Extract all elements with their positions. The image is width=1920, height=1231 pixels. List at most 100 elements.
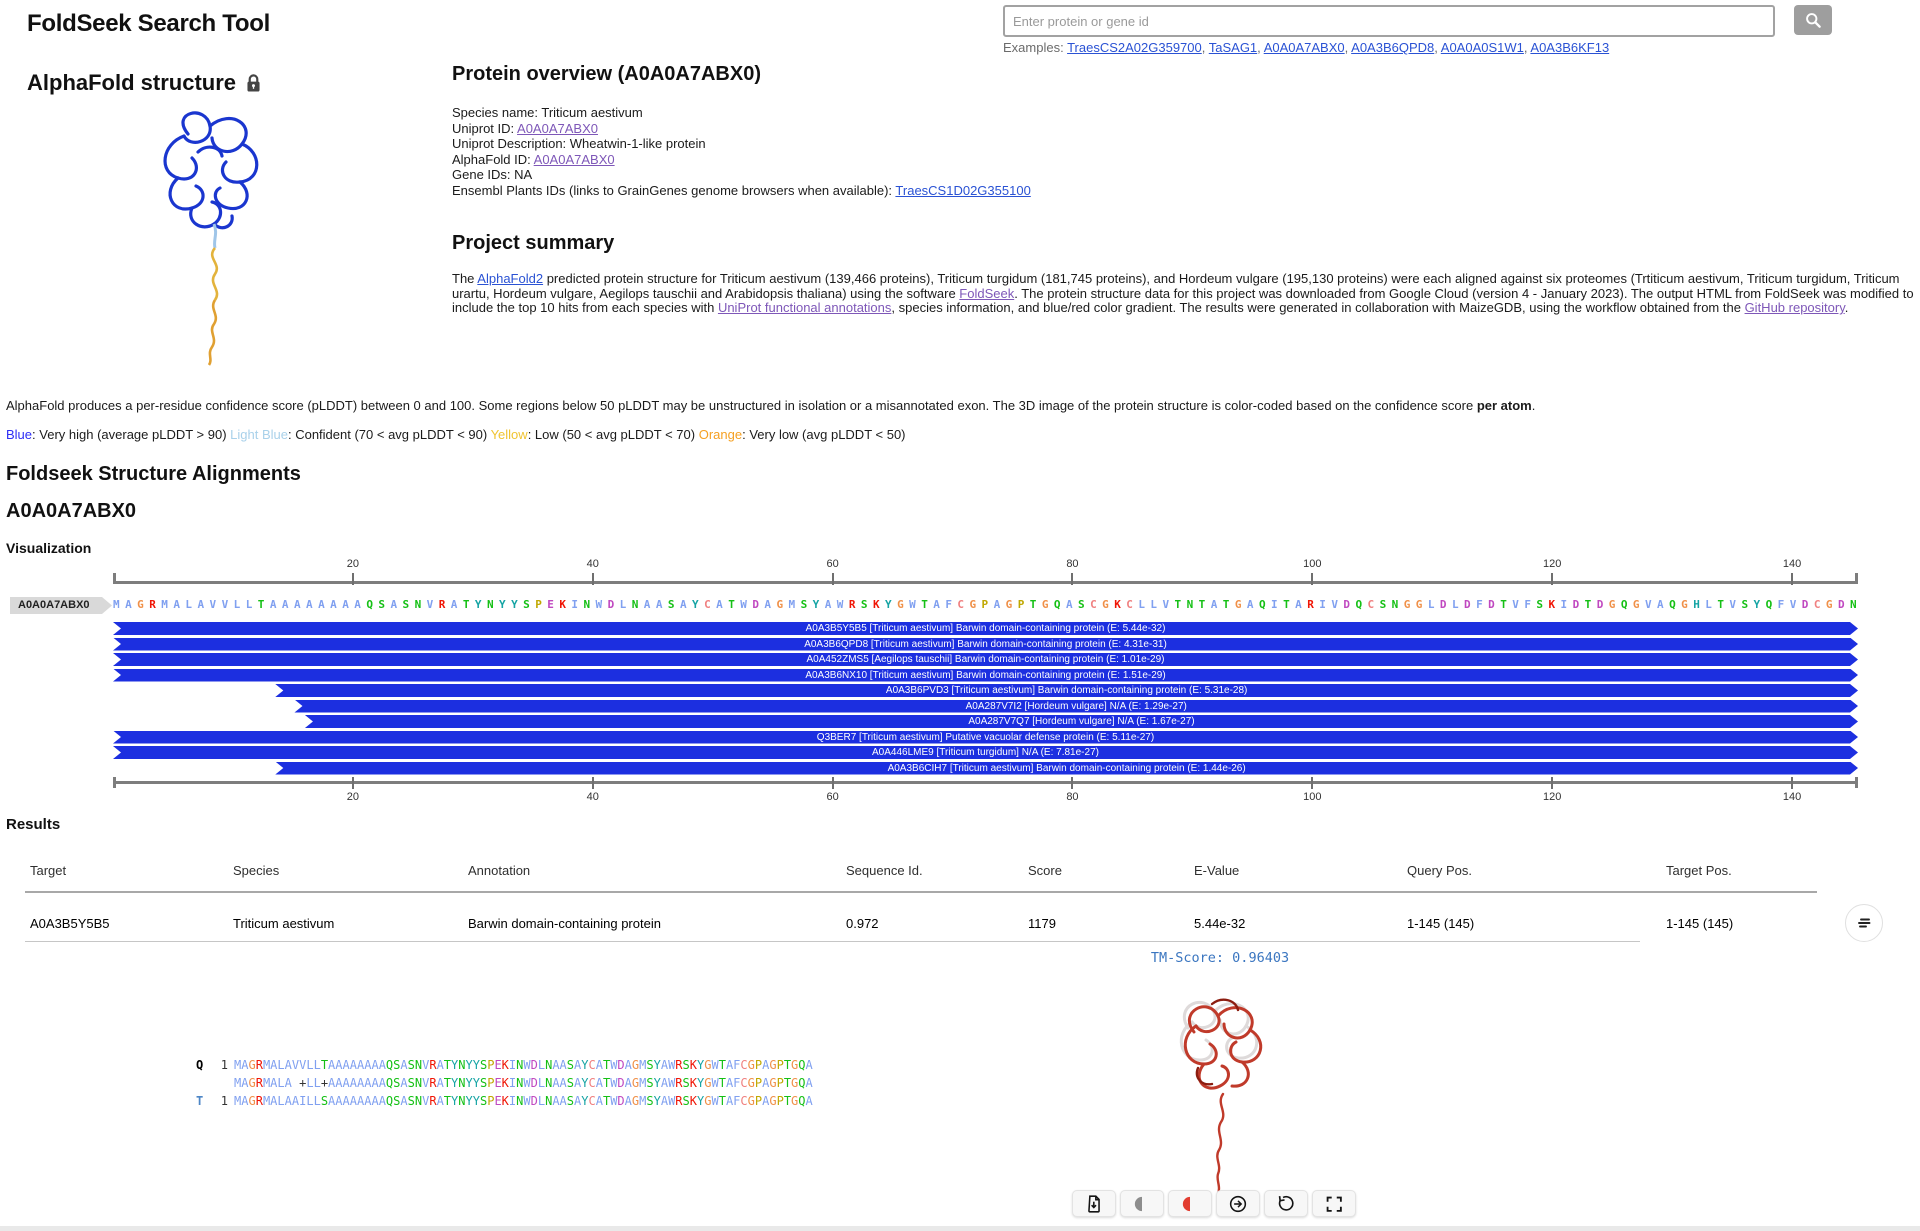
column-header: Score bbox=[1028, 863, 1062, 878]
table-cell: A0A3B5Y5B5 bbox=[30, 916, 110, 931]
rotate-ccw-icon bbox=[1275, 1193, 1297, 1215]
column-header: Target Pos. bbox=[1666, 863, 1732, 878]
ruler-tick-label: 20 bbox=[346, 791, 359, 803]
column-header: Species bbox=[233, 863, 280, 878]
example-link[interactable]: A0A0A7ABX0 bbox=[1263, 40, 1345, 55]
alignment-hit-bar[interactable]: A0A3B6PVD3 [Triticum aestivum] Barwin do… bbox=[275, 684, 1858, 697]
alignment-toggle-button[interactable] bbox=[1845, 904, 1883, 942]
overview-line: Ensembl Plants IDs (links to GrainGenes … bbox=[452, 182, 1031, 198]
search-icon bbox=[1803, 10, 1823, 30]
alignment-hit-bar[interactable]: A0A287V7I2 [Hordeum vulgare] N/A (E: 1.2… bbox=[294, 700, 1858, 713]
arrow-right-circle-icon bbox=[1227, 1193, 1249, 1215]
alignments-section-title: Foldseek Structure Alignments bbox=[6, 463, 301, 485]
legend-light-blue-label: Light Blue bbox=[230, 427, 288, 442]
inline-link[interactable]: UniProt functional annotations bbox=[717, 300, 892, 316]
half-circle-gray-icon bbox=[1131, 1193, 1153, 1215]
alignment-hit-bar[interactable]: A0A3B6CIH7 [Triticum aestivum] Barwin do… bbox=[275, 762, 1858, 775]
half-circle-red-icon bbox=[1179, 1193, 1201, 1215]
color-red-button[interactable] bbox=[1168, 1190, 1212, 1217]
alphafold-structure-title: AlphaFold structure bbox=[27, 70, 237, 95]
example-link[interactable]: TaSAG1 bbox=[1208, 40, 1258, 55]
column-header: Annotation bbox=[468, 863, 531, 878]
example-link[interactable]: TraesCS2A02G359700 bbox=[1067, 40, 1202, 55]
ruler-tick-label: 80 bbox=[1066, 558, 1079, 570]
tm-score: TM-Score: 0.96403 bbox=[1150, 950, 1290, 966]
overview-line: Uniprot Description: Wheatwin-1-like pro… bbox=[452, 136, 706, 152]
example-link[interactable]: A0A0A0S1W1 bbox=[1440, 40, 1524, 55]
table-cell: 5.44e-32 bbox=[1194, 916, 1246, 931]
ruler-tick-label: 140 bbox=[1782, 558, 1802, 570]
fullscreen-icon bbox=[1323, 1193, 1345, 1215]
table-row-divider bbox=[25, 941, 1640, 942]
ruler-tick-label: 120 bbox=[1542, 558, 1562, 570]
ruler-bottom: 20 40 60 80 100 120 140 bbox=[113, 777, 1858, 809]
ruler-tick-label: 60 bbox=[826, 791, 839, 803]
overview-link[interactable]: TraesCS1D02G355100 bbox=[895, 182, 1031, 198]
fullscreen-button[interactable] bbox=[1312, 1190, 1356, 1217]
overview-line: Species name: Triticum aestivum bbox=[452, 105, 643, 120]
ruler-line bbox=[113, 781, 1858, 784]
forward-button[interactable] bbox=[1216, 1190, 1260, 1217]
overview-line: Uniprot ID: A0A0A7ABX0 bbox=[452, 120, 598, 136]
download-structure-button[interactable] bbox=[1072, 1190, 1116, 1217]
alignment-hit-bar[interactable]: A0A3B6NX10 [Triticum aestivum] Barwin do… bbox=[113, 669, 1858, 682]
overview-line: Gene IDs: NA bbox=[452, 167, 533, 183]
file-download-icon bbox=[1083, 1193, 1105, 1215]
inline-link[interactable]: GitHub repository bbox=[1744, 300, 1845, 316]
search-input[interactable] bbox=[1003, 5, 1775, 37]
query-id-heading: A0A0A7ABX0 bbox=[6, 500, 137, 522]
search-button[interactable] bbox=[1794, 5, 1832, 35]
overview-link[interactable]: A0A0A7ABX0 bbox=[533, 151, 615, 167]
table-header-divider bbox=[25, 891, 1817, 893]
alignment-hit-bar[interactable]: A0A446LME9 [Triticum turgidum] N/A (E: 7… bbox=[113, 746, 1858, 759]
alignment-row: T 1 MAGRMALAAILLSAAAAAAAAQSASNVRATYNYYSPEK… bbox=[196, 1094, 813, 1108]
results-title: Results bbox=[6, 816, 61, 833]
query-structure-viewer[interactable] bbox=[110, 96, 320, 371]
protein-overview-title: Protein overview (A0A0A7ABX0) bbox=[452, 63, 761, 85]
hit-structure-viewer[interactable] bbox=[1128, 968, 1308, 1200]
alignment-hit-bars: A0A3B5Y5B5 [Triticum aestivum] Barwin do… bbox=[113, 622, 1858, 778]
alphafold-structure-heading: AlphaFold structure bbox=[27, 70, 262, 96]
ruler-tick-label: 100 bbox=[1303, 558, 1322, 570]
reset-view-button[interactable] bbox=[1264, 1190, 1308, 1217]
alignment-hit-bar[interactable]: A0A452ZMS5 [Aegilops tauschii] Barwin do… bbox=[113, 653, 1858, 666]
project-summary-title: Project summary bbox=[452, 232, 615, 254]
inline-link[interactable]: FoldSeek bbox=[959, 285, 1015, 301]
overview-line: AlphaFold ID: A0A0A7ABX0 bbox=[452, 151, 615, 167]
query-track-label: A0A0A7ABX0 bbox=[10, 597, 112, 614]
example-link[interactable]: A0A3B6KF13 bbox=[1530, 40, 1610, 55]
viewer-toolbar bbox=[1072, 1190, 1356, 1217]
table-row[interactable]: A0A3B5Y5B5 Triticum aestivum Barwin domain… bbox=[0, 916, 1920, 932]
column-header: Sequence Id. bbox=[846, 863, 923, 878]
table-cell: 0.972 bbox=[846, 916, 879, 931]
example-link[interactable]: A0A3B6QPD8 bbox=[1351, 40, 1435, 55]
ruler-tick-label: 140 bbox=[1782, 791, 1802, 803]
visualization-label: Visualization bbox=[6, 540, 92, 556]
table-cell: Triticum aestivum bbox=[233, 916, 335, 931]
alignment-hit-bar[interactable]: A0A287V7Q7 [Hordeum vulgare] N/A (E: 1.6… bbox=[305, 715, 1858, 728]
legend-blue-label: Blue bbox=[6, 427, 33, 442]
results-table-header: Target Species Annotation Sequence Id. Score… bbox=[0, 863, 1920, 879]
alignment-hit-bar[interactable]: A0A3B6QPD8 [Triticum aestivum] Barwin do… bbox=[113, 638, 1858, 651]
legend-orange-label: Orange bbox=[698, 427, 743, 442]
alignment-row: MAGRMALA +LL+AAAAAAAAQSASNVRATYNYYSPEKIN… bbox=[234, 1076, 813, 1090]
alignment-hit-bar[interactable]: A0A3B5Y5B5 [Triticum aestivum] Barwin do… bbox=[113, 622, 1858, 635]
column-header: E-Value bbox=[1194, 863, 1240, 878]
inline-link[interactable]: AlphaFold2 bbox=[477, 271, 544, 286]
table-cell: Barwin domain-containing protein bbox=[468, 916, 661, 931]
examples-row: Examples: TraesCS2A02G359700, TaSAG1, A0… bbox=[1003, 40, 1610, 55]
column-header: Target bbox=[30, 863, 67, 878]
ruler-tick-label: 40 bbox=[586, 558, 599, 570]
protein-overview-lines: Species name: Triticum aestivum Uniprot I… bbox=[452, 105, 1031, 199]
ruler-top: 20 40 60 80 100 120 140 bbox=[113, 558, 1858, 590]
overview-link[interactable]: A0A0A7ABX0 bbox=[517, 120, 598, 136]
ruler-tick-label: 60 bbox=[826, 558, 839, 570]
color-mono-button[interactable] bbox=[1120, 1190, 1164, 1217]
pairwise-alignment: Q 1 MAGRMALAVVLLTAAAAAAAAQSASNVRATYNYYSPEK… bbox=[196, 1056, 813, 1110]
alignment-hit-bar[interactable]: Q3BER7 [Triticum aestivum] Putative vacu… bbox=[113, 731, 1858, 744]
column-header: Query Pos. bbox=[1407, 863, 1473, 878]
ruler-tick-label: 100 bbox=[1303, 791, 1322, 803]
legend-yellow-label: Yellow bbox=[490, 427, 528, 442]
